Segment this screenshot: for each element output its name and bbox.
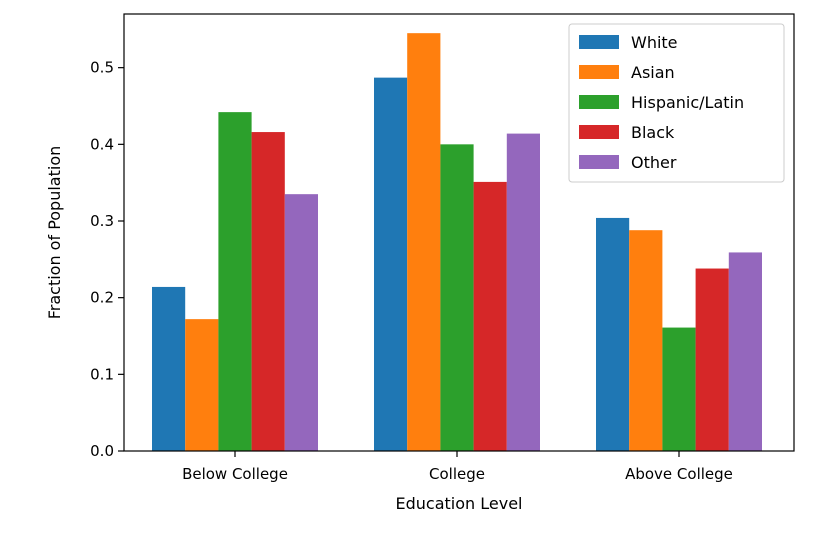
- bar-black-2: [695, 268, 729, 451]
- bar-other-1: [506, 133, 540, 451]
- bar-other-2: [728, 252, 762, 451]
- y-tick-label: 0.1: [90, 365, 114, 383]
- bar-white-2: [596, 217, 630, 451]
- legend-swatch: [579, 125, 619, 139]
- y-tick-label: 0.3: [90, 212, 114, 230]
- legend-label: Other: [631, 153, 677, 172]
- legend-label: Asian: [631, 63, 675, 82]
- x-axis-label: Education Level: [396, 494, 523, 513]
- y-tick-label: 0.2: [90, 289, 114, 307]
- legend-swatch: [579, 65, 619, 79]
- x-tick-label: College: [429, 465, 485, 483]
- legend-swatch: [579, 35, 619, 49]
- legend: White Asian Hispanic/Latin Black Other: [568, 23, 785, 183]
- legend-box: [568, 23, 785, 183]
- bar-white-1: [374, 77, 408, 451]
- legend-swatch: [579, 155, 619, 169]
- x-axis: Below College College Above College: [182, 451, 733, 483]
- bar-hispanic-latin-0: [218, 112, 252, 451]
- bar-hispanic-latin-2: [662, 327, 696, 451]
- bar-other-0: [284, 194, 318, 451]
- bar-black-0: [251, 132, 285, 452]
- bar-hispanic-latin-1: [440, 144, 474, 452]
- y-tick-label: 0.5: [90, 59, 114, 77]
- bar-asian-0: [185, 319, 219, 451]
- legend-label: White: [631, 33, 678, 52]
- y-axis: 0.0 0.1 0.2 0.3 0.4 0.5: [90, 59, 124, 460]
- bar-black-1: [473, 181, 507, 451]
- x-tick-label: Below College: [182, 465, 288, 483]
- x-tick-label: Above College: [625, 465, 733, 483]
- legend-swatch: [579, 95, 619, 109]
- bar-asian-1: [407, 33, 441, 452]
- y-tick-label: 0.4: [90, 135, 114, 153]
- legend-label: Hispanic/Latin: [631, 93, 744, 112]
- legend-label: Black: [631, 123, 675, 142]
- plot-area-frame: [123, 13, 795, 452]
- y-axis-label: Fraction of Population: [45, 146, 64, 320]
- bar-asian-2: [629, 230, 663, 451]
- bars-group: [152, 33, 762, 452]
- bar-white-0: [152, 286, 186, 451]
- y-tick-label: 0.0: [90, 442, 114, 460]
